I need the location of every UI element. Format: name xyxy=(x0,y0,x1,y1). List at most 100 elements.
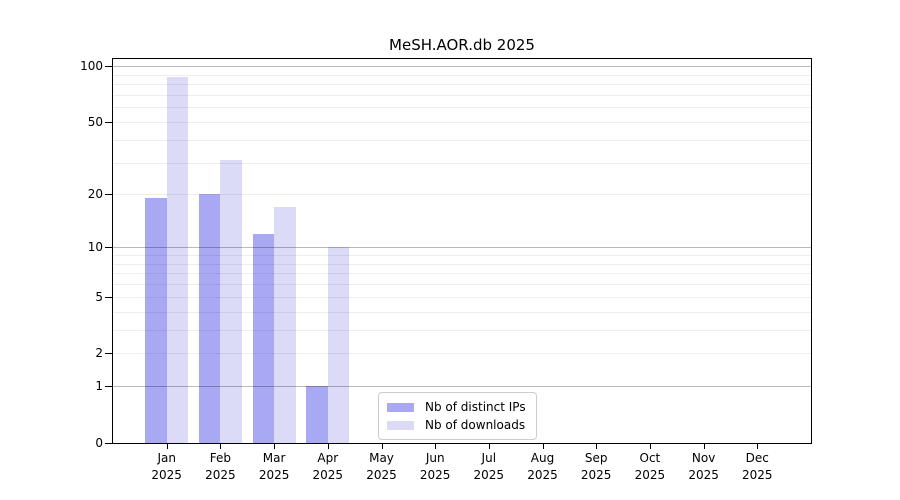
gridline-y-80 xyxy=(113,84,811,86)
x-tick-mark-jul xyxy=(488,443,490,449)
legend-item-distinct-ips: Nb of distinct IPs xyxy=(387,398,526,416)
x-tick-month: Sep xyxy=(584,451,608,465)
x-tick-mark-dec xyxy=(757,443,759,449)
y-tick-label-10: 10 xyxy=(87,240,103,255)
x-tick-month: Mar xyxy=(262,451,286,465)
x-tick-mark-oct xyxy=(649,443,651,449)
gridline-y-2 xyxy=(113,353,811,355)
y-tick-mark-10 xyxy=(105,247,112,249)
x-tick-label-nov: Nov 2025 xyxy=(672,450,736,484)
gridline-y-8 xyxy=(113,263,811,265)
gridline-y-10 xyxy=(113,247,811,249)
x-tick-year: 2025 xyxy=(473,468,505,482)
x-tick-mark-apr xyxy=(327,443,329,449)
bar-nb-of-downloads-apr xyxy=(327,247,350,443)
x-tick-mark-mar xyxy=(274,443,276,449)
x-tick-label-feb: Feb 2025 xyxy=(188,450,252,484)
y-tick-mark-1 xyxy=(105,386,112,388)
y-tick-label-100: 100 xyxy=(80,59,103,74)
gridline-y-3 xyxy=(113,329,811,331)
gridline-y-50 xyxy=(113,122,811,123)
x-tick-mark-feb xyxy=(220,443,222,449)
gridline-y-6 xyxy=(113,284,811,286)
gridline-y-90 xyxy=(113,74,811,76)
legend-label-downloads: Nb of downloads xyxy=(425,418,526,432)
y-tick-label-50: 50 xyxy=(87,115,103,129)
gridline-y-7 xyxy=(113,273,811,275)
bar-nb-of-distinct-ips-feb xyxy=(198,194,221,443)
gridline-y-20 xyxy=(113,194,811,196)
x-tick-month: May xyxy=(369,451,394,465)
x-tick-month: Jul xyxy=(481,451,497,465)
x-tick-year: 2025 xyxy=(527,468,558,482)
y-tick-mark-50 xyxy=(105,122,112,123)
y-tick-mark-0 xyxy=(105,443,112,444)
x-tick-month: Oct xyxy=(639,451,661,465)
plot-area: Nb of distinct IPs Nb of downloads xyxy=(112,58,812,444)
gridline-y-5 xyxy=(113,296,811,298)
x-tick-label-jul: Jul 2025 xyxy=(457,450,521,484)
x-tick-year: 2025 xyxy=(580,468,612,482)
legend: Nb of distinct IPs Nb of downloads xyxy=(378,392,537,440)
gridline-y-70 xyxy=(113,95,811,96)
bar-nb-of-downloads-jan xyxy=(166,77,189,443)
y-tick-label-5: 5 xyxy=(95,289,103,304)
x-tick-label-dec: Dec 2025 xyxy=(725,450,789,484)
x-tick-year: 2025 xyxy=(258,468,290,482)
x-tick-month: Feb xyxy=(209,451,232,465)
x-tick-label-sep: Sep 2025 xyxy=(564,450,628,484)
x-tick-label-jan: Jan 2025 xyxy=(135,450,199,484)
x-tick-month: Apr xyxy=(317,451,339,465)
legend-swatch-downloads xyxy=(387,420,414,430)
x-tick-mark-nov xyxy=(703,443,705,449)
bar-nb-of-distinct-ips-jan xyxy=(145,198,167,443)
legend-label-distinct-ips: Nb of distinct IPs xyxy=(425,400,526,414)
x-tick-label-aug: Aug 2025 xyxy=(511,450,575,484)
x-tick-mark-jun xyxy=(435,443,437,449)
y-tick-mark-100 xyxy=(105,66,112,68)
x-tick-month: Dec xyxy=(745,451,769,465)
x-tick-mark-sep xyxy=(596,443,598,449)
y-tick-label-20: 20 xyxy=(87,187,103,202)
bar-nb-of-downloads-feb xyxy=(220,160,242,443)
gridline-y-60 xyxy=(113,107,811,109)
y-tick-label-2: 2 xyxy=(95,346,103,361)
x-tick-year: 2025 xyxy=(312,468,344,482)
x-tick-label-may: May 2025 xyxy=(350,450,414,484)
x-tick-month: Nov xyxy=(691,451,716,465)
x-tick-label-oct: Oct 2025 xyxy=(618,450,682,484)
x-tick-mark-aug xyxy=(542,443,544,449)
gridlines-layer xyxy=(113,59,811,443)
gridline-y-4 xyxy=(113,311,811,313)
x-tick-label-jun: Jun 2025 xyxy=(403,450,467,484)
x-tick-month: Jun xyxy=(425,451,445,465)
x-tick-year: 2025 xyxy=(366,468,397,482)
y-tick-mark-20 xyxy=(105,194,112,196)
y-tick-mark-2 xyxy=(105,353,112,355)
bar-nb-of-distinct-ips-mar xyxy=(252,233,275,443)
x-tick-year: 2025 xyxy=(151,468,182,482)
legend-item-downloads: Nb of downloads xyxy=(387,416,526,434)
y-tick-label-1: 1 xyxy=(95,379,103,394)
gridline-y-100 xyxy=(113,66,811,68)
bar-nb-of-downloads-mar xyxy=(274,207,296,443)
x-tick-label-apr: Apr 2025 xyxy=(296,450,360,484)
chart-title: MeSH.AOR.db 2025 xyxy=(389,36,535,54)
gridline-y-1 xyxy=(113,386,811,388)
x-tick-label-mar: Mar 2025 xyxy=(242,450,306,484)
x-tick-month: Jan xyxy=(157,451,176,465)
x-tick-year: 2025 xyxy=(634,468,666,482)
y-tick-mark-5 xyxy=(105,296,112,298)
x-tick-year: 2025 xyxy=(419,468,451,482)
x-tick-year: 2025 xyxy=(688,468,719,482)
x-tick-month: Aug xyxy=(530,451,555,465)
x-tick-mark-may xyxy=(381,443,383,449)
bars-layer xyxy=(113,59,811,443)
x-tick-mark-jan xyxy=(166,443,168,449)
x-tick-year: 2025 xyxy=(205,468,236,482)
gridline-y-9 xyxy=(113,255,811,256)
gridline-y-40 xyxy=(113,139,811,141)
legend-swatch-distinct-ips xyxy=(387,402,414,412)
y-tick-label-0: 0 xyxy=(95,436,103,450)
